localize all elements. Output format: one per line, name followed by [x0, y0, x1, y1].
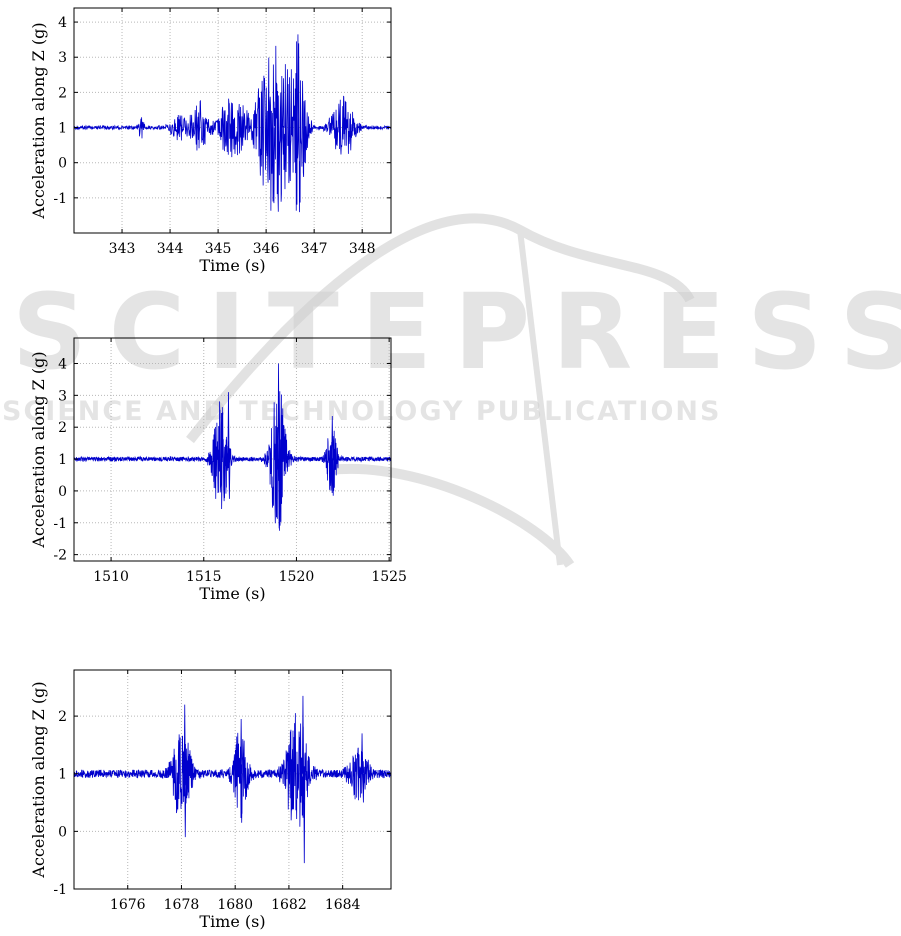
x-tick-label: 346	[253, 241, 280, 257]
y-tick-label: 1	[58, 452, 67, 468]
series-line	[74, 363, 391, 531]
x-tick-label: 1680	[217, 897, 253, 913]
plot-frame	[73, 669, 392, 890]
x-tick-label: 347	[301, 241, 328, 257]
y-tick-label: 2	[58, 85, 67, 101]
y-tick-label: 0	[58, 484, 67, 500]
y-tick-label: -2	[53, 548, 67, 564]
y-tick-label: 0	[58, 824, 67, 840]
y-tick-label: -1	[53, 882, 67, 898]
y-tick-label: 4	[58, 15, 67, 31]
watermark-main: SCITEPRESS	[12, 271, 901, 393]
watermark-logo-swoosh	[186, 213, 695, 568]
x-axis-label: Time (s)	[199, 912, 265, 931]
x-axis-label: Time (s)	[199, 256, 265, 275]
x-tick-label: 1684	[325, 897, 361, 913]
y-axis-label: Acceleration along Z (g)	[29, 22, 48, 219]
plot-frame	[73, 337, 392, 562]
x-tick-label: 1682	[271, 897, 307, 913]
y-tick-label: 3	[58, 50, 67, 66]
y-axis-label: Acceleration along Z (g)	[29, 351, 48, 548]
x-tick-label: 345	[205, 241, 232, 257]
x-tick-label: 343	[109, 241, 136, 257]
x-tick-label: 348	[349, 241, 376, 257]
y-tick-label: 2	[58, 420, 67, 436]
chart-1: 343 344 345 346 347 348 -1 0 1 2 3 4 Time (s) Acceler…	[29, 7, 392, 275]
y-tick-label: 2	[58, 709, 67, 725]
chart-3: 1676 1678 1680 1682 1684 -1 0 1 2 Time (s) Acceler…	[29, 669, 392, 931]
x-axis-label: Time (s)	[199, 584, 265, 603]
y-tick-label: -1	[53, 191, 67, 207]
x-tick-label: 1520	[279, 569, 315, 585]
x-tick-label: 1525	[371, 569, 407, 585]
y-tick-label: 1	[58, 121, 67, 137]
y-tick-label: 1	[58, 767, 67, 783]
plot-frame	[73, 7, 392, 234]
series-line	[74, 695, 391, 864]
x-tick-label: 1510	[93, 569, 129, 585]
chart-2: 1510 1515 1520 1525 -2 -1 0 1 2 3 4 Time (s) Acceler…	[29, 337, 407, 603]
x-tick-label: 1515	[186, 569, 222, 585]
x-tick-label: 1678	[164, 897, 200, 913]
x-tick-label: 344	[157, 241, 184, 257]
x-tick-label: 1676	[110, 897, 146, 913]
watermark-sub: SCIENCE AND TECHNOLOGY PUBLICATIONS	[2, 396, 721, 427]
y-tick-label: -1	[53, 516, 67, 532]
y-tick-label: 0	[58, 156, 67, 172]
series-line	[74, 34, 391, 213]
y-tick-label: 4	[58, 356, 67, 372]
y-tick-label: 3	[58, 388, 67, 404]
y-axis-label: Acceleration along Z (g)	[29, 681, 48, 878]
